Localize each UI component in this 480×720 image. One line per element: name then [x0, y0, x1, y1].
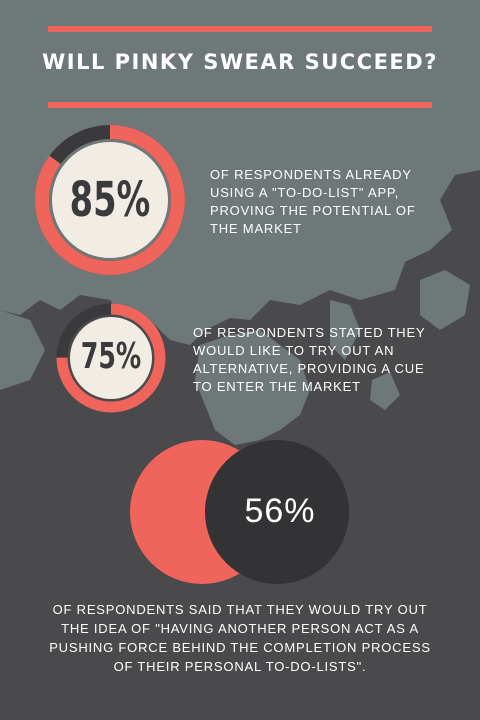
stat-description-56: OF RESPONDENTS SAID THAT THEY WOULD TRY …: [49, 602, 431, 674]
stat-ring-75: [56, 303, 166, 413]
map-peninsula: [330, 300, 360, 360]
page-title: WILL PINKY SWEAR SUCCEED?: [42, 50, 438, 74]
map-landmass-south: [195, 330, 310, 445]
stat-venn-56: [130, 440, 349, 584]
stat-value-56: 56%: [244, 492, 316, 530]
venn-circle-right: [205, 440, 349, 584]
map-coast-west: [0, 310, 45, 390]
title-rule-top: [48, 26, 432, 32]
stat-description-85: OF RESPONDENTS ALREADY USING A "TO-DO-LI…: [210, 167, 416, 236]
map-island-east: [420, 270, 470, 330]
stat-ring-progress: [56, 303, 166, 413]
map-landmass-north: [0, 0, 480, 345]
stat-ring-progress: [35, 125, 185, 275]
stat-description-75: OF RESPONDENTS STATED THEY WOULD LIKE TO…: [193, 325, 426, 394]
stat-ring-85: [35, 125, 185, 275]
title-rule-bottom: [48, 102, 432, 108]
map-island-small: [370, 372, 400, 410]
stat-value-85: 85%: [69, 172, 151, 228]
stat-value-75: 75%: [80, 336, 142, 377]
